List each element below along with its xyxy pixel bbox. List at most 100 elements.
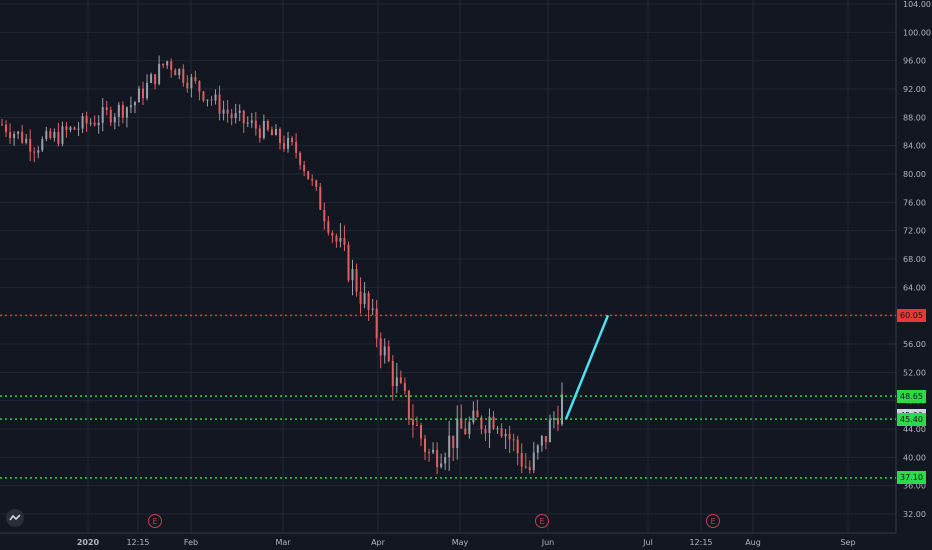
candle-body xyxy=(424,438,427,453)
candle-body xyxy=(121,104,124,118)
tradingview-logo-icon[interactable] xyxy=(6,509,24,527)
candle-body xyxy=(105,107,108,110)
candle-body xyxy=(496,428,499,430)
x-tick-label: Jul xyxy=(642,538,653,547)
candle-body xyxy=(319,186,322,210)
candle-body xyxy=(379,338,382,356)
candle-body xyxy=(69,127,72,131)
x-tick-label: 2020 xyxy=(77,538,100,547)
candle-body xyxy=(162,63,165,66)
candle-body xyxy=(456,418,459,448)
candle-body xyxy=(399,377,402,383)
x-tick-label: Jun xyxy=(541,538,555,547)
candle-body xyxy=(323,209,326,222)
candle-body xyxy=(512,439,515,441)
candle-body xyxy=(146,82,149,99)
y-tick-label: 40.00 xyxy=(903,453,926,462)
candle-body xyxy=(492,416,495,429)
trend-line xyxy=(564,314,610,420)
candle-body xyxy=(480,417,483,430)
candle-body xyxy=(242,110,245,124)
candle-body xyxy=(291,137,294,143)
candle-body xyxy=(206,99,209,101)
candle-body xyxy=(436,449,439,468)
candle-body xyxy=(339,237,342,242)
candle-body xyxy=(440,463,443,468)
y-tick-label: 44.00 xyxy=(903,425,926,434)
candle-body xyxy=(85,116,88,124)
candle-body xyxy=(194,77,197,82)
candle-body xyxy=(238,110,241,113)
candle-body xyxy=(391,361,394,387)
candle-body xyxy=(403,382,406,391)
candle-body xyxy=(65,126,68,131)
y-tick-label: 88.00 xyxy=(903,113,926,122)
candle-body xyxy=(266,121,269,130)
candle-body xyxy=(508,433,511,440)
candle-body xyxy=(33,151,36,153)
candle-body xyxy=(25,138,28,143)
candle-body xyxy=(198,81,201,92)
candle-body xyxy=(125,107,128,118)
candle-body xyxy=(182,69,185,83)
candle-body xyxy=(81,116,84,129)
candle-body xyxy=(278,129,281,144)
candle-body xyxy=(295,142,298,153)
level-badge-48-65: 48.65 xyxy=(897,389,926,403)
candle-body xyxy=(186,82,189,89)
y-tick-label: 76.00 xyxy=(903,198,926,207)
candle-body xyxy=(415,424,418,426)
candle-body xyxy=(202,91,205,101)
candle-body xyxy=(335,235,338,242)
candle-body xyxy=(57,131,60,144)
candle-body xyxy=(133,102,136,106)
candle-body xyxy=(303,164,306,172)
candle-body xyxy=(387,346,390,362)
candle-body xyxy=(500,428,503,437)
candle-body xyxy=(154,74,157,84)
earnings-marker[interactable]: E xyxy=(535,514,549,528)
y-tick-label: 72.00 xyxy=(903,227,926,236)
candle-body xyxy=(516,439,519,454)
candle-body xyxy=(29,138,32,152)
candle-body xyxy=(166,61,169,66)
candle-body xyxy=(287,137,290,149)
y-tick-label: 96.00 xyxy=(903,57,926,66)
candle-body xyxy=(432,449,435,453)
candle-body xyxy=(371,308,374,310)
candle-body xyxy=(520,453,523,467)
candle-body xyxy=(170,61,173,70)
candle-body xyxy=(375,308,378,339)
candle-body xyxy=(13,133,16,138)
candle-body xyxy=(561,394,563,425)
x-tick-label: Aug xyxy=(745,538,761,547)
candle-body xyxy=(113,116,116,123)
candle-body xyxy=(254,120,257,129)
candle-body xyxy=(532,452,535,471)
candle-body xyxy=(540,435,543,446)
logo-glyph xyxy=(9,514,21,521)
candle-body xyxy=(395,377,398,387)
earnings-marker[interactable]: E xyxy=(706,514,720,528)
candle-body xyxy=(117,104,120,117)
level-badge-37-10: 37.10 xyxy=(897,471,926,485)
candle-body xyxy=(343,237,346,245)
candle-body xyxy=(528,467,531,471)
candle-body xyxy=(9,132,12,138)
candle-body xyxy=(327,221,330,233)
earnings-marker[interactable]: E xyxy=(148,514,162,528)
candle-body xyxy=(355,269,358,292)
candle-body xyxy=(460,418,463,429)
candle-body xyxy=(315,180,318,187)
candle-body xyxy=(524,466,527,468)
candle-body xyxy=(407,390,410,420)
y-tick-label: 68.00 xyxy=(903,255,926,264)
candle-body xyxy=(419,425,422,439)
candle-body xyxy=(411,419,414,425)
y-tick-label: 56.00 xyxy=(903,340,926,349)
candle-body xyxy=(548,419,551,443)
candle-body xyxy=(307,171,310,180)
level-badge-60-05: 60.05 xyxy=(897,308,926,322)
